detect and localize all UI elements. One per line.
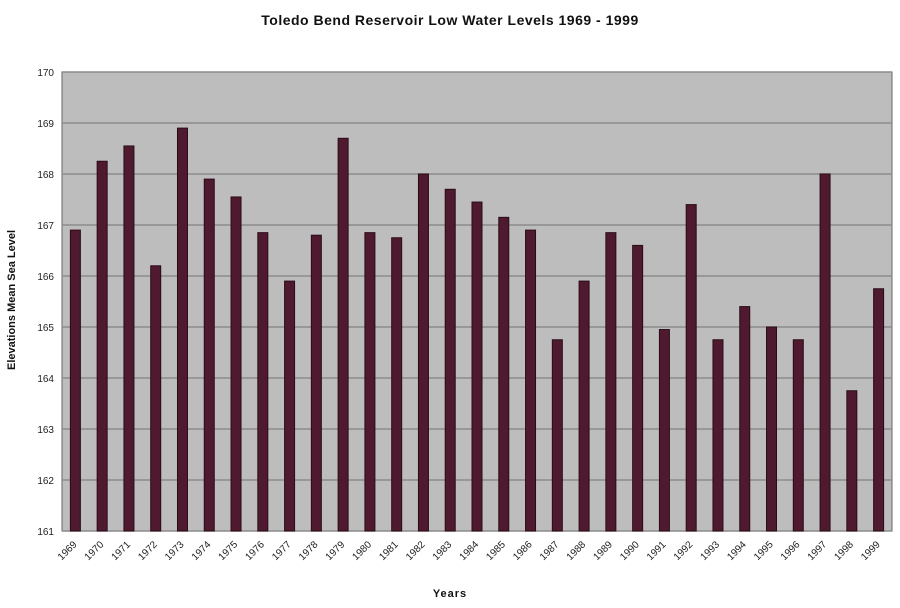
y-tick-label: 164 bbox=[37, 374, 54, 385]
x-tick-label: 1973 bbox=[163, 539, 187, 563]
x-tick-label: 1990 bbox=[618, 539, 642, 563]
bar bbox=[337, 137, 349, 532]
bar bbox=[551, 339, 563, 532]
bar bbox=[230, 196, 242, 532]
y-tick-label: 168 bbox=[37, 170, 54, 181]
bar bbox=[525, 229, 537, 532]
bar bbox=[658, 329, 670, 532]
bar bbox=[605, 232, 617, 532]
x-tick-label: 1986 bbox=[511, 539, 535, 563]
y-tick-label: 165 bbox=[37, 323, 54, 334]
x-tick-label: 1989 bbox=[591, 539, 615, 563]
bar bbox=[176, 127, 188, 532]
bar bbox=[391, 237, 403, 532]
bar bbox=[284, 280, 296, 532]
x-tick-label: 1983 bbox=[431, 539, 455, 563]
x-tick-label: 1980 bbox=[351, 539, 375, 563]
x-tick-label: 1994 bbox=[725, 539, 749, 563]
x-tick-label: 1969 bbox=[56, 539, 80, 563]
x-tick-label: 1985 bbox=[484, 539, 508, 563]
bar bbox=[819, 173, 831, 532]
bar bbox=[364, 232, 376, 532]
y-tick-label: 167 bbox=[37, 221, 54, 232]
x-tick-label: 1999 bbox=[859, 539, 883, 563]
bar bbox=[685, 204, 697, 532]
y-tick-label: 169 bbox=[37, 119, 54, 130]
x-tick-label: 1971 bbox=[110, 539, 134, 563]
bar bbox=[471, 201, 483, 532]
bar bbox=[444, 188, 456, 532]
y-tick-label: 161 bbox=[37, 527, 54, 538]
chart-title: Toledo Bend Reservoir Low Water Levels 1… bbox=[261, 12, 639, 28]
x-tick-label: 1987 bbox=[538, 539, 562, 563]
bar bbox=[873, 288, 885, 532]
x-tick-label: 1996 bbox=[779, 539, 803, 563]
y-tick-label: 163 bbox=[37, 425, 54, 436]
x-tick-label: 1993 bbox=[699, 539, 723, 563]
x-tick-label: 1970 bbox=[83, 539, 107, 563]
x-tick-label: 1977 bbox=[270, 539, 294, 563]
x-tick-label: 1991 bbox=[645, 539, 669, 563]
bar bbox=[310, 234, 322, 532]
x-tick-label: 1976 bbox=[243, 539, 267, 563]
bar bbox=[578, 280, 590, 532]
x-tick-label: 1974 bbox=[190, 539, 214, 563]
bar bbox=[712, 339, 724, 532]
x-tick-label: 1988 bbox=[565, 539, 589, 563]
y-tick-label: 162 bbox=[37, 476, 54, 487]
x-tick-label: 1982 bbox=[404, 539, 428, 563]
x-axis-label: Years bbox=[432, 588, 468, 600]
y-tick-label: 166 bbox=[37, 272, 54, 283]
x-tick-label: 1998 bbox=[832, 539, 856, 563]
bar bbox=[766, 326, 778, 532]
x-tick-label: 1995 bbox=[752, 539, 776, 563]
bar bbox=[498, 216, 510, 532]
x-tick-label: 1992 bbox=[672, 539, 696, 563]
x-tick-label: 1981 bbox=[377, 539, 401, 563]
y-tick-label: 170 bbox=[37, 68, 54, 79]
bar bbox=[417, 173, 429, 532]
bar bbox=[203, 178, 215, 532]
bar bbox=[739, 306, 751, 532]
bar bbox=[150, 265, 162, 532]
bar bbox=[792, 339, 804, 532]
x-tick-label: 1997 bbox=[806, 539, 830, 563]
bar bbox=[846, 390, 858, 532]
bar bbox=[69, 229, 81, 532]
x-tick-label: 1972 bbox=[136, 539, 160, 563]
bar bbox=[123, 145, 135, 532]
x-tick-label: 1984 bbox=[458, 539, 482, 563]
bar bbox=[632, 244, 644, 532]
bar bbox=[257, 232, 269, 532]
x-tick-label: 1978 bbox=[297, 539, 321, 563]
bar bbox=[96, 160, 108, 532]
x-tick-label: 1975 bbox=[217, 539, 241, 563]
x-tick-label: 1979 bbox=[324, 539, 348, 563]
